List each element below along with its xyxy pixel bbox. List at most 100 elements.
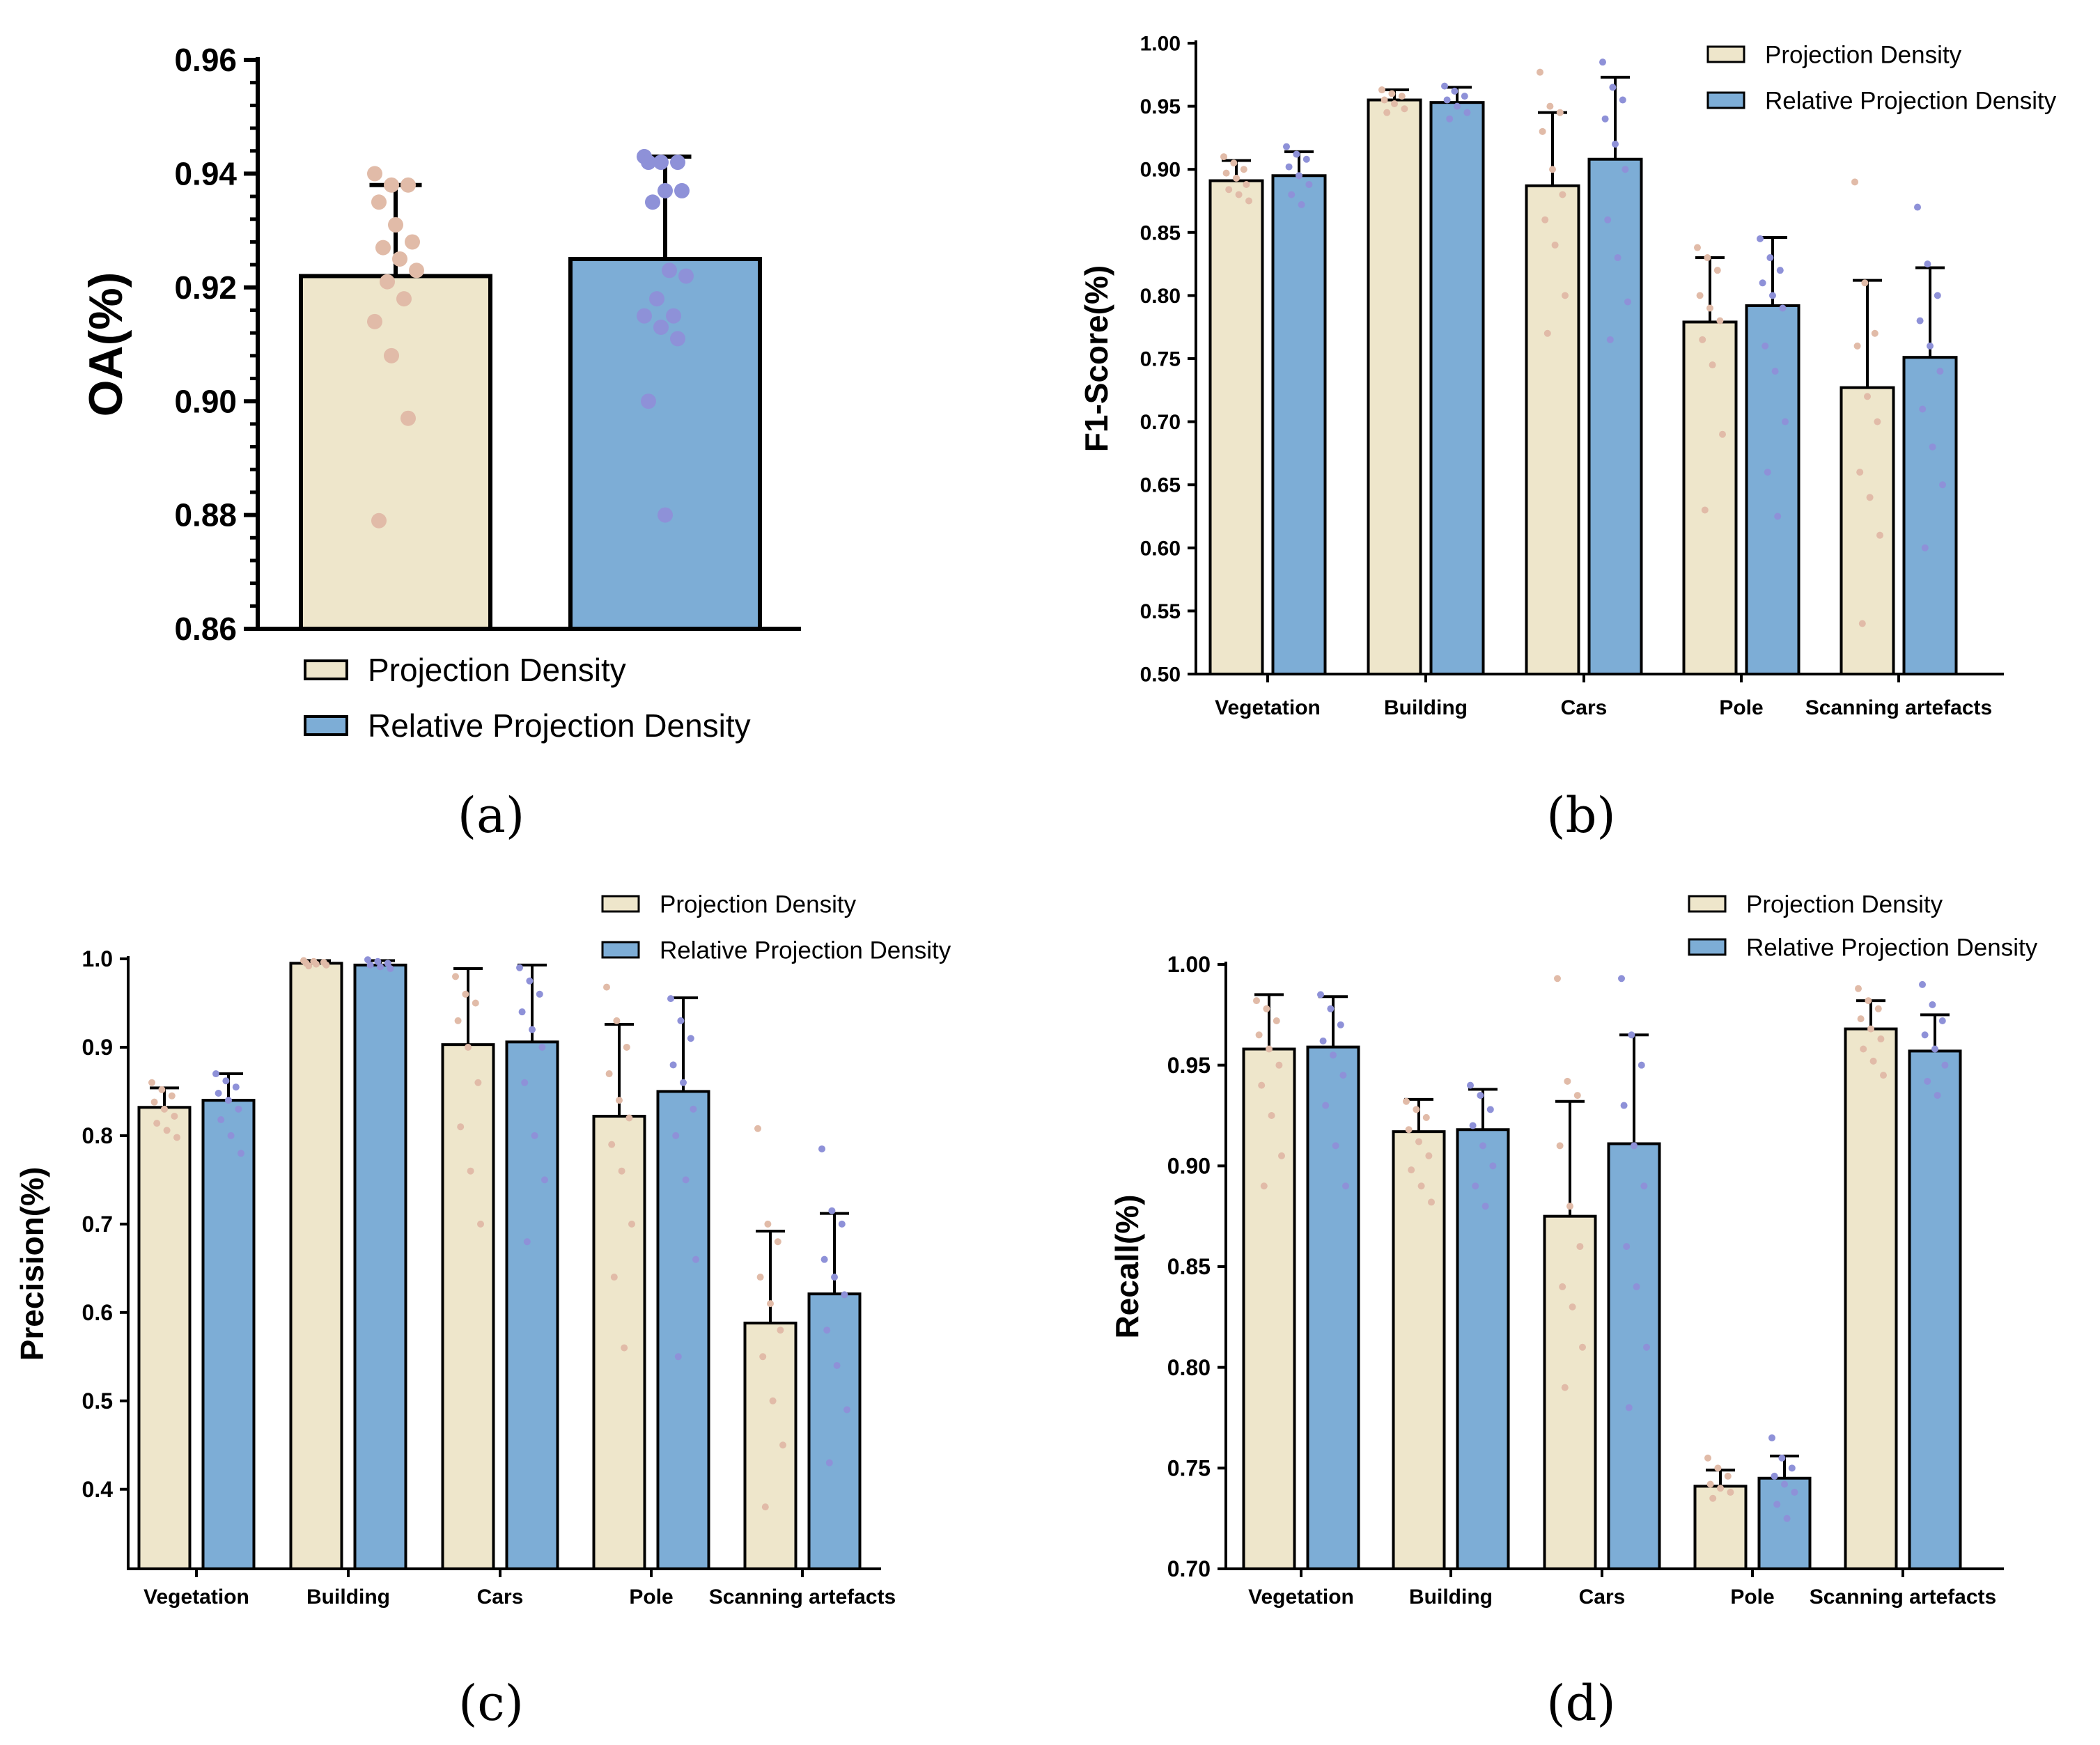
data-point-d-s0-c0-p2 — [1273, 1017, 1280, 1025]
data-point-d-s1-c3-p7 — [1783, 1515, 1791, 1522]
data-point-d-s0-c2-p7 — [1569, 1303, 1576, 1310]
data-point-b-s1-c2-p3 — [1601, 115, 1609, 123]
bar-c-s1-c1 — [353, 963, 407, 1570]
data-point-a-s0-c0-p8 — [409, 263, 424, 279]
x-tick-label-d-3: Pole — [1730, 1586, 1774, 1609]
data-point-c-s0-c3-p7 — [618, 1167, 625, 1175]
data-point-b-s1-c3-p3 — [1759, 279, 1766, 287]
data-point-d-s0-c1-p6 — [1408, 1166, 1415, 1174]
data-point-a-s0-c0-p2 — [400, 177, 416, 193]
data-point-d-s1-c0-p6 — [1322, 1102, 1330, 1109]
panel-a: 0.86 0.88 0.90 0.92 0.94 0.96 OA(%) Projection … — [79, 42, 801, 844]
data-point-b-s1-c0-p5 — [1305, 180, 1313, 188]
data-point-c-s1-c4-p9 — [825, 1459, 833, 1466]
data-point-c-s1-c4-p3 — [820, 1255, 828, 1263]
data-point-b-s1-c2-p1 — [1609, 84, 1617, 91]
data-point-d-s1-c2-p8 — [1643, 1343, 1650, 1351]
y-tick-label-b-2: 0.60 — [1140, 537, 1181, 560]
data-point-c-s0-c0-p8 — [173, 1134, 180, 1141]
data-point-d-s0-c0-p6 — [1258, 1081, 1266, 1089]
data-point-d-s1-c4-p2 — [1938, 1017, 1946, 1025]
data-point-b-s0-c0-p7 — [1235, 191, 1243, 198]
data-point-d-s1-c1-p4 — [1479, 1142, 1486, 1150]
bar-b-s0-c0 — [1208, 179, 1264, 675]
y-tick-label-a-3: 0.92 — [174, 269, 237, 306]
data-point-c-s0-c1-p4 — [313, 960, 320, 968]
data-point-a-s0-c0-p11 — [367, 313, 382, 329]
data-point-b-s0-c4-p0 — [1851, 178, 1858, 186]
panel-b: 0.50 0.55 0.60 0.65 0.70 0.75 0.80 0.85 0.90 0.95… — [1078, 33, 2057, 845]
bar-d-s0-c1 — [1392, 1130, 1446, 1570]
data-point-b-s1-c0-p4 — [1296, 172, 1302, 180]
data-point-b-s0-c0-p6 — [1225, 186, 1233, 194]
data-point-b-s0-c0-p0 — [1220, 153, 1227, 161]
y-tick-label-d-2: 0.80 — [1167, 1355, 1211, 1380]
data-point-c-s0-c2-p2 — [472, 999, 479, 1007]
data-point-d-s0-c3-p6 — [1709, 1494, 1717, 1502]
data-point-d-s1-c2-p5 — [1640, 1182, 1648, 1190]
data-point-b-s1-c0-p2 — [1302, 155, 1310, 163]
data-point-b-s1-c1-p2 — [1461, 93, 1468, 100]
y-tick-label-a-5: 0.96 — [174, 42, 237, 78]
bar-d-s1-c2 — [1607, 1142, 1661, 1571]
data-point-b-s1-c3-p4 — [1769, 292, 1776, 299]
bar-c-s0-c4 — [743, 1322, 798, 1571]
x-tick-label-b-2: Cars — [1561, 696, 1608, 719]
data-point-b-s1-c4-p1 — [1924, 260, 1931, 268]
data-point-c-s0-c4-p3 — [756, 1274, 764, 1281]
y-tick-label-c-5: 0.9 — [82, 1035, 113, 1060]
data-point-b-s1-c4-p2 — [1934, 292, 1941, 299]
data-point-c-s0-c2-p3 — [454, 1017, 462, 1024]
legend-label-d-0: Projection Density — [1746, 891, 1943, 918]
data-point-d-s0-c4-p6 — [1860, 1045, 1867, 1053]
data-point-c-s1-c1-p0 — [364, 956, 371, 964]
data-point-b-s1-c3-p6 — [1761, 342, 1769, 350]
bar-b-s1-c1 — [1429, 101, 1485, 675]
data-point-c-s1-c1-p2 — [384, 960, 391, 967]
data-point-b-s0-c1-p3 — [1380, 96, 1388, 104]
y-tick-label-c-4: 0.8 — [82, 1123, 113, 1148]
y-tick-label-d-5: 0.95 — [1167, 1053, 1211, 1078]
data-point-d-s1-c2-p3 — [1620, 1102, 1628, 1109]
data-point-c-s1-c3-p3 — [669, 1061, 677, 1069]
data-point-d-s0-c0-p3 — [1255, 1031, 1263, 1039]
data-point-d-s1-c4-p3 — [1921, 1031, 1929, 1039]
data-point-b-s0-c3-p8 — [1719, 430, 1726, 438]
data-point-c-s0-c4-p9 — [761, 1503, 769, 1511]
data-point-a-s1-c0-p13 — [670, 331, 685, 347]
data-point-c-s1-c4-p4 — [831, 1274, 838, 1281]
data-point-d-s1-c3-p3 — [1771, 1472, 1778, 1480]
data-point-d-s0-c2-p4 — [1566, 1203, 1573, 1210]
data-point-c-s0-c3-p9 — [610, 1274, 618, 1281]
legend-label-b-0: Projection Density — [1765, 41, 1962, 68]
data-point-b-s0-c0-p2 — [1240, 166, 1247, 173]
data-point-c-s1-c2-p0 — [516, 964, 523, 971]
data-point-d-s0-c4-p0 — [1855, 985, 1862, 992]
data-point-b-s0-c4-p4 — [1864, 393, 1871, 400]
data-point-b-s0-c4-p2 — [1871, 329, 1879, 337]
data-point-c-s1-c3-p8 — [692, 1255, 699, 1263]
data-point-c-s0-c3-p2 — [623, 1043, 630, 1051]
data-point-b-s0-c2-p7 — [1551, 241, 1559, 249]
data-point-d-s0-c2-p5 — [1576, 1243, 1584, 1251]
data-point-b-s1-c0-p3 — [1285, 163, 1293, 171]
data-point-c-s1-c2-p4 — [529, 1026, 536, 1033]
data-point-b-s1-c3-p9 — [1764, 469, 1771, 476]
bar-c-s1-c3 — [656, 1090, 710, 1571]
x-tick-label-d-0: Vegetation — [1248, 1586, 1354, 1609]
data-point-d-s1-c2-p4 — [1631, 1142, 1638, 1150]
data-point-c-s1-c4-p1 — [828, 1207, 836, 1214]
legend-swatch-c-0 — [601, 895, 640, 913]
data-point-b-s1-c4-p9 — [1921, 544, 1929, 551]
y-tick-label-d-3: 0.85 — [1167, 1254, 1211, 1279]
data-point-b-s0-c1-p0 — [1378, 86, 1385, 94]
data-point-c-s1-c3-p1 — [677, 1017, 685, 1024]
data-point-b-s1-c3-p8 — [1782, 418, 1789, 425]
bar-c-s0-c2 — [441, 1043, 495, 1570]
data-point-c-s0-c4-p8 — [779, 1441, 786, 1449]
legend-swatch-b-1 — [1706, 91, 1745, 109]
data-point-c-s1-c0-p1 — [222, 1077, 230, 1085]
data-point-d-s0-c3-p4 — [1717, 1485, 1724, 1492]
bar-b-s0-c4 — [1840, 386, 1895, 676]
data-point-d-s0-c1-p1 — [1413, 1106, 1420, 1113]
